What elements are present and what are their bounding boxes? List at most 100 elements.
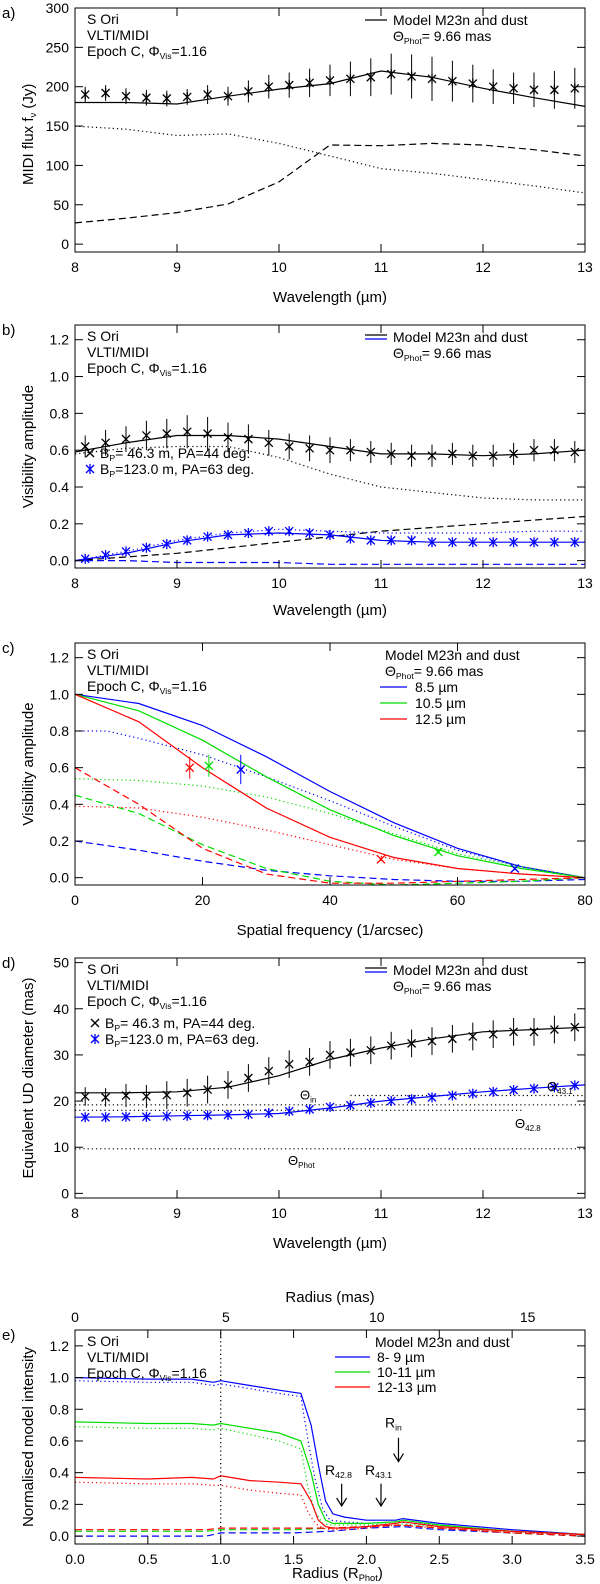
data-point — [80, 1087, 90, 1106]
series-group — [75, 415, 585, 565]
x-tick-label: 13 — [577, 575, 593, 591]
data-point — [162, 539, 172, 550]
data-point — [529, 1018, 539, 1046]
data-point — [182, 535, 192, 546]
data-point — [305, 1048, 315, 1076]
x2-tick-label: 15 — [520, 1309, 536, 1325]
x-tick-label: 11 — [374, 259, 389, 275]
data-point — [447, 1024, 457, 1053]
data-point — [345, 61, 355, 97]
data-point — [325, 529, 335, 540]
series-group — [75, 1330, 585, 1544]
x-axis-label: Radius (RPhot) — [292, 1565, 383, 1583]
legend-model: Model M23n and dust — [393, 329, 528, 345]
data-point — [236, 754, 246, 785]
x-tick-label: 11 — [374, 1205, 389, 1221]
data-point — [223, 86, 233, 106]
arrow-label: R42.8 — [325, 1462, 352, 1480]
annotation-instrument: VLTI/MIDI — [87, 977, 149, 993]
series-line-solid — [75, 1084, 585, 1118]
series-line-dashed — [75, 840, 585, 882]
legend-theta-phot: ΘPhot= 9.66 mas — [393, 978, 491, 996]
reference-label: Θ42.8 — [515, 1116, 541, 1133]
data-point — [223, 1109, 233, 1120]
y-tick-label: 100 — [46, 157, 70, 173]
series-line-solid — [75, 693, 585, 879]
data-point — [509, 1085, 519, 1095]
baseline-legend-1: BP= 46.3 m, PA=44 deg. — [85, 445, 250, 463]
data-point — [305, 68, 315, 97]
x-tick-label: 40 — [322, 892, 338, 908]
x-tick-label: 0.5 — [138, 1551, 158, 1567]
data-point — [509, 442, 519, 465]
y-tick-label: 0 — [61, 236, 69, 252]
data-point — [162, 1081, 172, 1109]
data-point — [305, 528, 315, 539]
y-tick-label: 0.0 — [50, 1528, 70, 1544]
data-point — [182, 415, 192, 449]
data-point — [427, 1027, 437, 1055]
data-point — [162, 90, 172, 107]
data-point — [427, 1092, 437, 1103]
data-point — [204, 754, 214, 777]
x-axis-label: Spatial frequency (1/arcsec) — [237, 922, 424, 939]
annotation-star: S Ori — [87, 646, 119, 662]
y-tick-label: 0.8 — [50, 723, 70, 739]
data-point — [529, 1083, 539, 1094]
x-tick-label: 2.5 — [430, 1551, 450, 1567]
y-tick-label: 1.2 — [50, 332, 70, 348]
y-axis-label: Visibility amplitude — [20, 702, 37, 825]
x-tick-label: 20 — [195, 892, 211, 908]
y-tick-label: 0.4 — [50, 796, 70, 812]
data-point — [529, 439, 539, 462]
data-point — [386, 535, 396, 546]
data-point — [141, 542, 151, 553]
series-line-dashed — [75, 1525, 585, 1537]
data-point — [386, 53, 396, 95]
plot-frame — [74, 7, 586, 253]
y-tick-label: 1.2 — [50, 650, 70, 666]
data-point — [407, 535, 417, 546]
plot-frame — [74, 1329, 586, 1545]
series-line-dashed — [75, 142, 585, 224]
data-point — [141, 420, 151, 451]
y-tick-label: 0.8 — [50, 405, 70, 421]
data-point — [162, 1111, 172, 1122]
data-point — [243, 80, 253, 103]
series-group — [75, 693, 585, 885]
data-point — [80, 1112, 90, 1123]
data-point — [203, 85, 213, 105]
data-point — [305, 1104, 315, 1115]
data-point — [101, 429, 111, 456]
y-tick-label: 0.6 — [50, 442, 70, 458]
data-point — [121, 1111, 131, 1122]
panel-label: d) — [2, 955, 15, 972]
y-tick-label: 50 — [53, 197, 69, 213]
y-tick-label: 150 — [46, 118, 70, 134]
legend-wavelength: 8.5 µm — [415, 679, 458, 695]
data-point — [510, 864, 520, 873]
series-line-dotted — [75, 1426, 585, 1536]
x-tick-label: 2.0 — [357, 1551, 377, 1567]
data-point — [529, 72, 539, 108]
series-line-solid — [75, 1421, 585, 1536]
x-tick-label: 10 — [271, 1205, 287, 1221]
data-point — [509, 72, 519, 105]
x-tick-label: 9 — [173, 1205, 181, 1221]
y-tick-label: 0.0 — [50, 870, 70, 886]
data-point — [223, 422, 233, 453]
x2-tick-label: 5 — [222, 1309, 230, 1325]
x-tick-label: 1.0 — [211, 1551, 231, 1567]
data-point — [223, 529, 233, 540]
y-axis-label-group: Visibility amplitude — [20, 385, 37, 508]
data-point — [325, 1041, 335, 1069]
series-line-dotted — [75, 730, 585, 879]
y-tick-label: 250 — [46, 39, 70, 55]
data-point — [101, 550, 111, 561]
y-tick-label: 1.0 — [50, 369, 70, 385]
annotation-instrument: VLTI/MIDI — [87, 1349, 149, 1365]
data-point — [366, 535, 376, 546]
x-tick-label: 8 — [71, 259, 79, 275]
baseline-legend-2: BP=123.0 m, PA=63 deg. — [85, 461, 254, 479]
y-axis-label: Normalised model intensity — [20, 1346, 37, 1527]
